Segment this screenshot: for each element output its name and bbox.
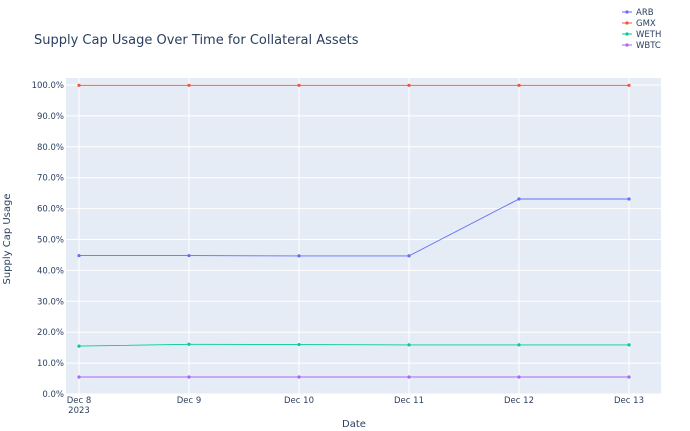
data-point-wbtc: [407, 375, 411, 379]
x-axis-ticks: Dec 8 Dec 9 Dec 10 Dec 11 Dec 12 Dec 13 2023: [67, 396, 644, 416]
data-point-gmx: [297, 83, 301, 87]
data-point-weth: [517, 343, 521, 347]
data-point-weth: [77, 344, 81, 348]
data-point-arb: [407, 254, 411, 258]
x-tick-label: Dec 11: [394, 396, 424, 406]
series-line-weth: [78, 343, 629, 347]
data-point-weth: [297, 342, 301, 347]
data-point-arb: [187, 253, 191, 258]
legend-label: WETH: [636, 30, 661, 40]
y-tick-label: 90.0%: [37, 112, 64, 122]
y-axis-title: Supply Cap Usage: [2, 193, 13, 284]
data-point-gmx: [187, 83, 191, 87]
y-tick-label: 40.0%: [37, 266, 64, 276]
data-point-weth: [187, 342, 191, 346]
legend-swatch-marker: [625, 21, 629, 25]
y-tick-label: 10.0%: [37, 359, 64, 369]
y-tick-label: 70.0%: [37, 174, 64, 184]
data-point-gmx: [627, 83, 631, 87]
x-tick-label: Dec 12: [504, 396, 534, 406]
data-point-gmx: [517, 83, 521, 87]
y-tick-label: 100.0%: [32, 81, 64, 91]
x-axis-title: Date: [342, 419, 366, 430]
y-tick-label: 80.0%: [37, 143, 64, 153]
legend-item-arb[interactable]: ARB: [622, 8, 654, 18]
y-tick-label: 0.0%: [42, 390, 64, 400]
data-point-arb: [77, 253, 81, 258]
data-point-gmx: [77, 83, 81, 87]
y-tick-label: 30.0%: [37, 297, 64, 307]
data-point-wbtc: [627, 375, 631, 379]
data-point-weth: [407, 343, 411, 347]
data-point-wbtc: [77, 375, 81, 379]
data-point-arb: [627, 197, 631, 201]
x-tick-label: Dec 8: [67, 396, 92, 406]
legend-swatch-marker: [625, 43, 629, 47]
legend-label: ARB: [636, 8, 654, 18]
data-point-wbtc: [297, 375, 301, 379]
x-tick-year-label: 2023: [68, 406, 90, 416]
series-line-arb: [79, 198, 629, 257]
legend-item-gmx[interactable]: GMX: [622, 19, 656, 29]
chart-title: Supply Cap Usage Over Time for Collatera…: [34, 33, 359, 48]
x-tick-label: Dec 13: [614, 396, 644, 406]
y-tick-label: 20.0%: [37, 328, 64, 338]
legend-swatch-marker: [625, 10, 629, 14]
data-point-arb: [297, 254, 301, 258]
series-layer: [77, 83, 631, 379]
data-point-weth: [627, 343, 631, 347]
legend-label: WBTC: [636, 41, 661, 51]
legend-label: GMX: [636, 19, 656, 29]
y-tick-label: 50.0%: [37, 236, 64, 246]
data-point-gmx: [407, 83, 411, 87]
data-point-wbtc: [517, 375, 521, 379]
plot-area: [66, 78, 661, 394]
x-tick-label: Dec 9: [177, 396, 202, 406]
y-axis-ticks: 0.0% 10.0% 20.0% 30.0% 40.0% 50.0% 60.0% 70.0% 8…: [32, 81, 64, 400]
y-tick-label: 60.0%: [37, 205, 64, 215]
data-point-arb: [517, 197, 521, 201]
legend-swatch-marker: [625, 32, 629, 36]
data-point-wbtc: [187, 375, 191, 379]
legend-item-wbtc[interactable]: WBTC: [622, 41, 661, 51]
legend-item-weth[interactable]: WETH: [622, 30, 661, 40]
x-tick-label: Dec 10: [284, 396, 314, 406]
